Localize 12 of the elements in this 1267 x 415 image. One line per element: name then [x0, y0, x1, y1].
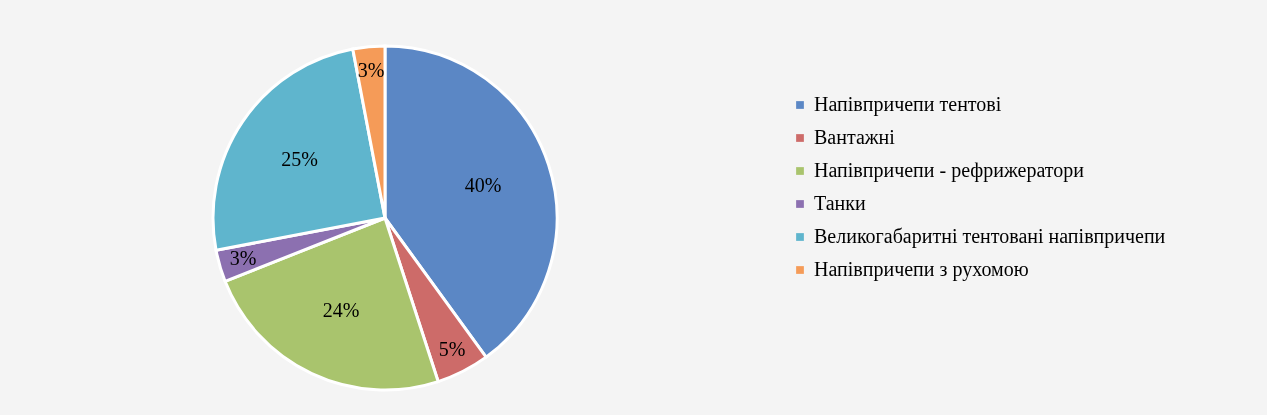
legend-label: Великогабаритні тентовані напівпричепи: [814, 225, 1166, 248]
legend-label: Танки: [814, 192, 867, 214]
legend-label: Напівпричепи тентові: [814, 93, 1002, 116]
data-label: 25%: [281, 147, 318, 170]
data-label: 40%: [464, 174, 502, 197]
legend-label: Напівпричепи - рефрижератори: [814, 159, 1085, 182]
legend-label: Напівпричепи з рухомою: [814, 258, 1029, 281]
data-label: 3%: [357, 58, 385, 81]
data-label: 24%: [322, 299, 360, 322]
legend-label: Вантажні: [814, 126, 896, 148]
data-label: 3%: [229, 247, 257, 270]
data-label: 5%: [438, 337, 466, 360]
